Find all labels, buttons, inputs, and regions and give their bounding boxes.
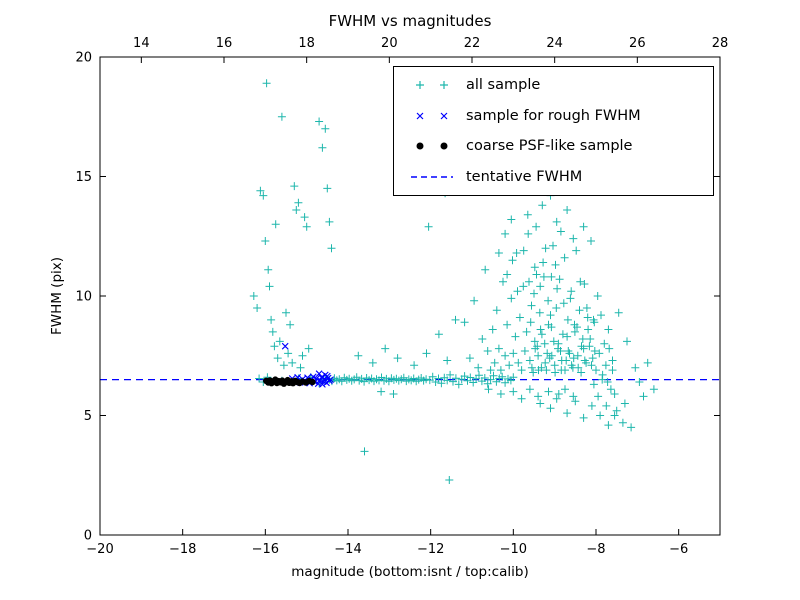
axes-frame [99,56,721,536]
tick-label: −10 [500,542,527,557]
legend-label: tentative FWHM [466,168,583,185]
series-coarse-psf-like-sample [263,376,316,387]
legend-label: sample for rough FWHM [466,107,641,124]
tick-label: −20 [86,542,113,557]
tick-label: 10 [75,290,92,305]
tick-label: 24 [546,36,563,51]
tick-label: 28 [712,36,729,51]
tick-label: 5 [84,409,92,424]
y-axis-label: FWHM (pix) [49,256,65,336]
tick-label: 15 [75,170,92,185]
tick-label: 16 [216,36,233,51]
tick-label: 20 [381,36,398,51]
legend-entry-tentative-fwhm: tentative FWHM [394,169,713,185]
tick-label: −6 [669,542,688,557]
dot-marker-icon [416,142,448,150]
legend: all sample sample for rough FWHM coarse … [393,66,714,196]
plus-marker-icon [416,81,448,90]
tick-label: −18 [169,542,196,557]
tick-label: 20 [75,51,92,66]
x-axis-label: magnitude (bottom:isnt / top:calib) [291,564,529,580]
tick-label: 22 [464,36,481,51]
series-all-sample [249,79,658,484]
tick-label: −12 [417,542,444,557]
legend-entry-rough-fwhm: sample for rough FWHM [394,108,713,124]
chart-title: FWHM vs magnitudes [328,12,492,30]
tick-label: −14 [334,542,361,557]
tick-label: −8 [586,542,605,557]
tick-label: 26 [629,36,646,51]
tick-label: 14 [133,36,150,51]
tick-label: −16 [252,542,279,557]
tick-label: 0 [84,529,92,544]
x-marker-icon [416,112,448,120]
legend-label: coarse PSF-like sample [466,138,633,155]
legend-entry-all-sample: all sample [394,77,713,93]
dashed-line-icon [411,176,453,178]
tick-label: 18 [298,36,315,51]
legend-label: all sample [466,77,541,94]
legend-entry-psf-sample: coarse PSF-like sample [394,138,713,154]
